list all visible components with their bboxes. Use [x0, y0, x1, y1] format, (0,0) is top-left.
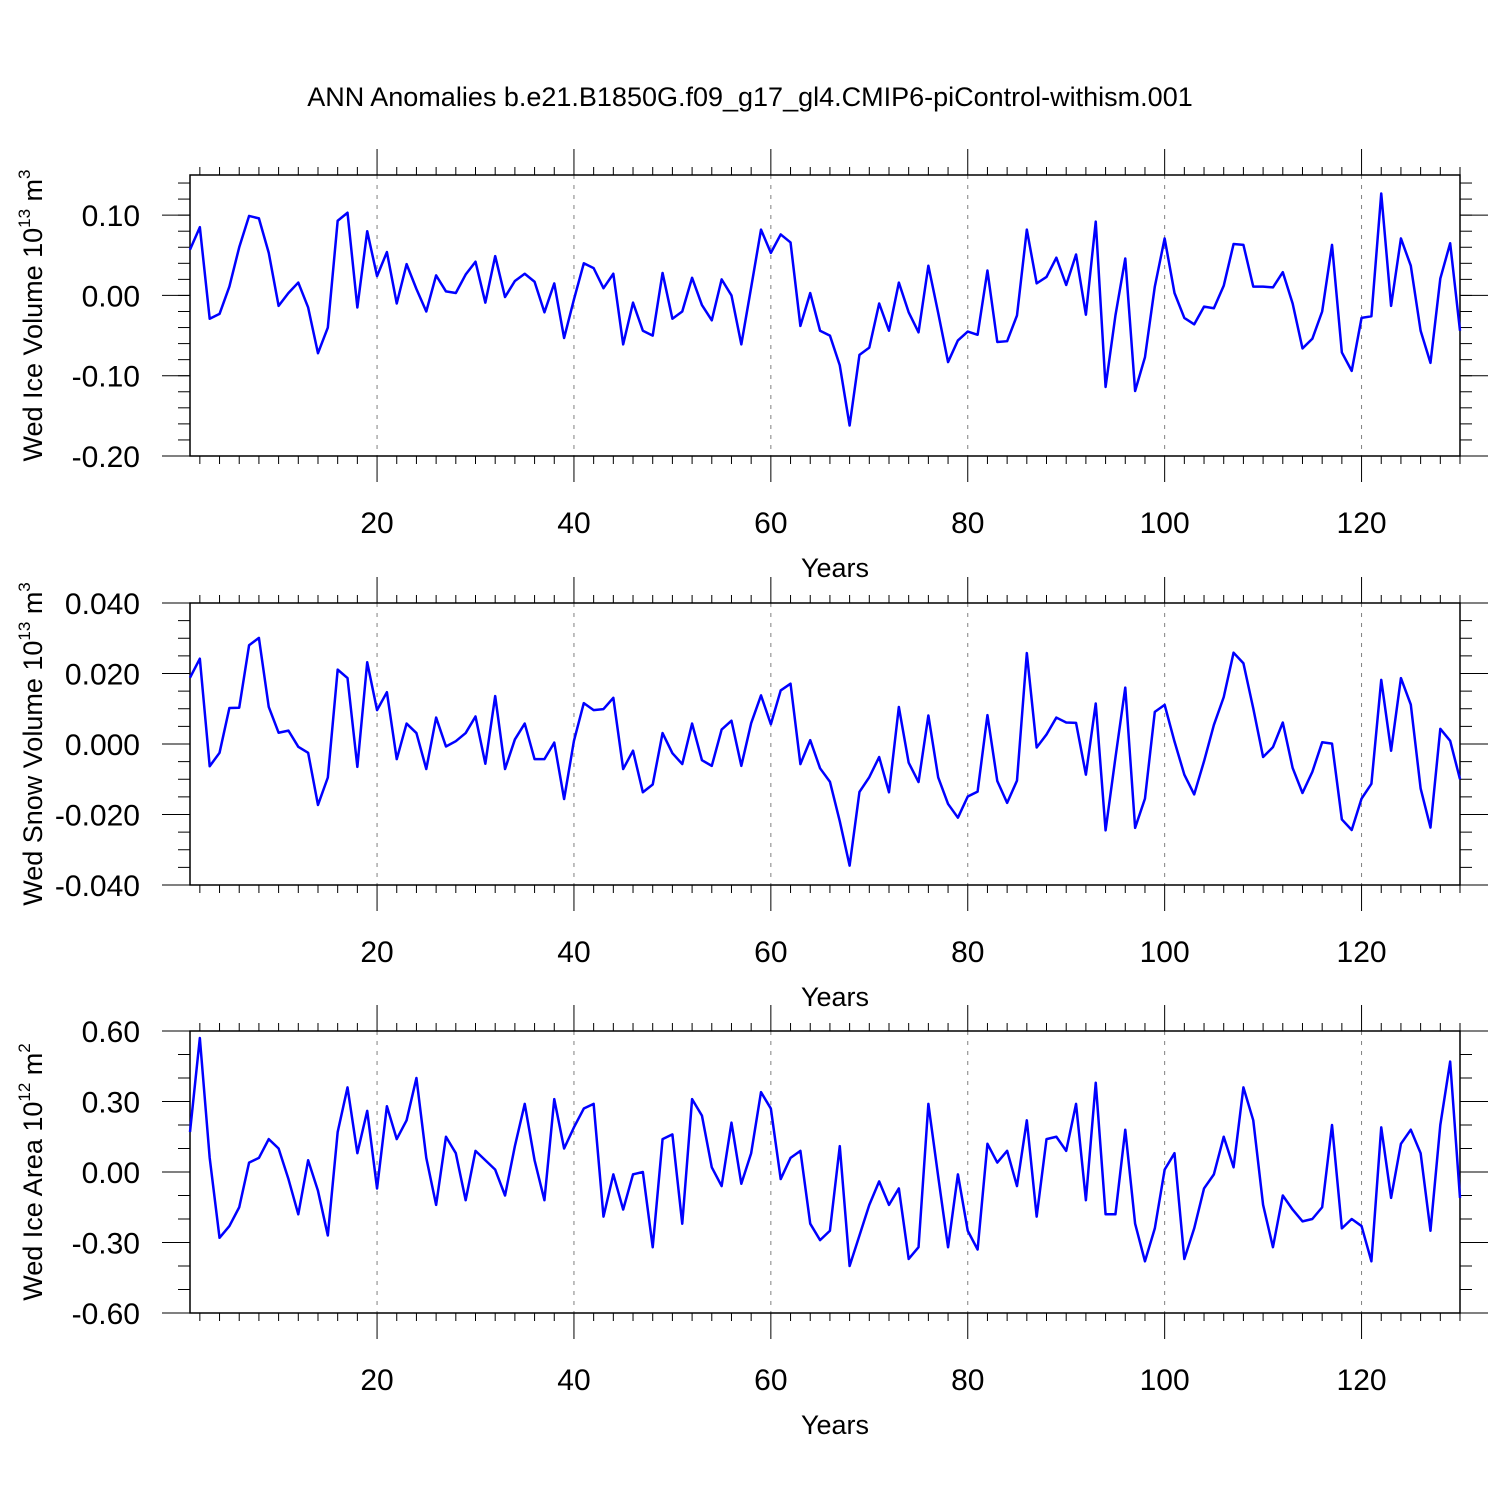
panel-ice-volume: 20 40 60 80 100 120 -0.20 -0.10 0.00 0.10 Years Wed… [15, 149, 1488, 583]
y-tick-label-0: -0.60 [72, 1298, 140, 1331]
y-axis-label-exponent: 13 [15, 209, 34, 228]
y-tick-label-1: -0.10 [72, 361, 140, 394]
x-tick-label-4: 100 [1140, 1364, 1190, 1397]
x-tick-label-1: 40 [557, 1364, 590, 1397]
x-tick-label-0: 20 [360, 936, 393, 969]
y-tick-label-0: -0.20 [72, 441, 140, 474]
y-tick-label-4: 0.60 [82, 1016, 140, 1049]
y-axis-label-unit-exponent: 2 [15, 1043, 34, 1052]
plot-frame [189, 1030, 1461, 1314]
x-tick-label-2: 60 [754, 1364, 787, 1397]
y-tick-label-3: 0.30 [82, 1087, 140, 1120]
x-tick-label-3: 80 [951, 936, 984, 969]
series-line-0 [188, 1036, 1462, 1268]
x-tick-label-4: 100 [1140, 936, 1190, 969]
panel-ice-area: 20 40 60 80 100 120 -0.60 -0.30 0.00 0.30 0.60 Year… [15, 1005, 1488, 1440]
y-tick-label-2: 0.000 [65, 729, 140, 762]
y-axis-label-exponent: 13 [15, 622, 34, 641]
panel-snow-volume: 20 40 60 80 100 120 -0.040 -0.020 0.000 0.020 0.04… [15, 577, 1488, 1012]
y-tick-label-2: 0.00 [82, 1157, 140, 1190]
y-axis-label-unit-exponent: 3 [15, 169, 34, 178]
y-tick-label-2: 0.00 [82, 280, 140, 313]
x-tick-label-5: 120 [1337, 1364, 1387, 1397]
x-tick-label-4: 100 [1140, 507, 1190, 540]
x-tick-label-2: 60 [754, 507, 787, 540]
x-axis-label: Years [801, 1410, 869, 1440]
y-tick-label-3: 0.10 [82, 200, 140, 233]
y-axis-label-unit: m [18, 1053, 48, 1083]
figure-title: ANN Anomalies b.e21.B1850G.f09_g17_gl4.C… [307, 82, 1193, 112]
x-axis-label: Years [801, 982, 869, 1012]
y-tick-label-1: -0.30 [72, 1228, 140, 1261]
x-tick-label-3: 80 [951, 507, 984, 540]
y-tick-label-0: -0.040 [55, 870, 140, 903]
x-tick-label-5: 120 [1337, 507, 1387, 540]
x-tick-label-1: 40 [557, 507, 590, 540]
y-axis-label-text: Wed Ice Volume 10 [18, 228, 48, 462]
y-axis-label-text: Wed Snow Volume 10 [18, 641, 48, 906]
y-axis-label: Wed Ice Volume 1013 m3 [15, 169, 48, 461]
y-axis-label: Wed Ice Area 1012 m2 [15, 1043, 48, 1301]
plot-frame [189, 174, 1461, 457]
y-tick-label-1: -0.020 [55, 800, 140, 833]
x-tick-label-1: 40 [557, 936, 590, 969]
y-axis-label-exponent: 12 [15, 1083, 34, 1102]
plot-frame [189, 602, 1461, 886]
x-tick-label-5: 120 [1337, 936, 1387, 969]
x-tick-label-3: 80 [951, 1364, 984, 1397]
x-tick-label-0: 20 [360, 1364, 393, 1397]
y-tick-label-4: 0.040 [65, 588, 140, 621]
x-tick-label-0: 20 [360, 507, 393, 540]
series-line-0 [188, 192, 1462, 427]
y-axis-label-unit: m [18, 179, 48, 209]
y-tick-label-3: 0.020 [65, 659, 140, 692]
y-axis-label-unit-exponent: 3 [15, 582, 34, 591]
y-axis-label-text: Wed Ice Area 10 [18, 1102, 48, 1301]
y-axis-label: Wed Snow Volume 1013 m3 [15, 582, 48, 906]
y-axis-label-unit: m [18, 592, 48, 622]
x-tick-label-2: 60 [754, 936, 787, 969]
x-axis-label: Years [801, 553, 869, 583]
series-line-0 [188, 636, 1462, 867]
